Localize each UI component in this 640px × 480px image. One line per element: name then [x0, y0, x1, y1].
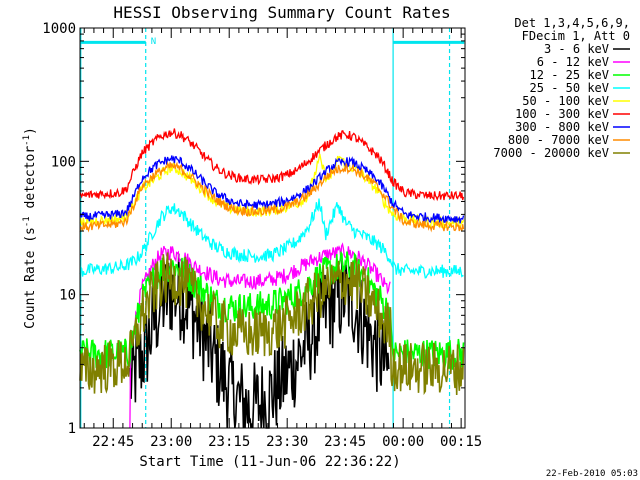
y-axis-label-exponent-2: -1	[22, 135, 32, 146]
legend: Det 1,3,4,5,6,9, FDecim 1, Att 0 3 - 6 k…	[493, 16, 630, 160]
y-tick-label: 10	[59, 288, 76, 304]
y-axis-label-mid: detector	[23, 146, 38, 217]
series-trace	[79, 161, 465, 233]
legend-item: 3 - 6 keV	[544, 42, 630, 56]
y-axis-label-main: Count Rate (s	[23, 227, 38, 329]
x-tick-label: 23:00	[150, 434, 192, 450]
legend-title-line-2: FDecim 1, Att 0	[522, 29, 630, 43]
x-axis-label: Start Time (11-Jun-06 22:36:22)	[139, 454, 400, 470]
legend-item: 6 - 12 keV	[537, 55, 630, 69]
legend-item: 300 - 800 keV	[515, 120, 630, 134]
legend-item: 800 - 7000 keV	[508, 133, 630, 147]
legend-item: 25 - 50 keV	[530, 81, 630, 95]
series-100-to-300keV-line	[79, 128, 465, 202]
legend-item-label: 25 - 50 keV	[530, 81, 609, 95]
y-axis: 1 10 100 1000	[42, 21, 465, 437]
legend-item-label: 12 - 25 keV	[530, 68, 609, 82]
x-tick-label: 23:45	[324, 434, 366, 450]
legend-item-label: 6 - 12 keV	[537, 55, 609, 69]
y-tick-label: 1000	[42, 21, 76, 37]
y-axis-label-end: )	[23, 127, 38, 135]
legend-item-label: 7000 - 20000 keV	[493, 146, 609, 160]
y-axis-label: Count Rate (s-1 detector-1)	[22, 127, 38, 329]
series-25-to-50keV-line	[79, 198, 464, 279]
x-tick-label: 22:45	[92, 434, 134, 450]
series-trace	[79, 155, 465, 224]
legend-item-label: 800 - 7000 keV	[508, 133, 609, 147]
x-axis: 22:45 23:00 23:15 23:30 23:45 00:00 00:15	[83, 28, 482, 450]
series-300-to-800keV-line	[79, 155, 465, 224]
footer-timestamp: 22-Feb-2010 05:03	[546, 469, 638, 479]
x-tick-label: 23:30	[266, 434, 308, 450]
legend-item-label: 50 - 100 keV	[522, 94, 609, 108]
legend-item: 100 - 300 keV	[515, 107, 630, 121]
series-trace	[79, 252, 465, 396]
chart-title: HESSI Observing Summary Count Rates	[113, 3, 450, 22]
series-800-to-7000keV-line	[79, 161, 465, 233]
legend-item: 7000 - 20000 keV	[493, 146, 630, 160]
x-tick-label: 00:00	[382, 434, 424, 450]
legend-item-label: 3 - 6 keV	[544, 42, 609, 56]
series-7000-to-20000keV-line	[79, 252, 465, 396]
plot-area: N	[79, 28, 465, 429]
y-tick-label: 100	[51, 154, 76, 170]
legend-item: 50 - 100 keV	[522, 94, 630, 108]
legend-item-label: 300 - 800 keV	[515, 120, 609, 134]
series-trace	[79, 198, 464, 279]
y-axis-label-exponent-1: -1	[22, 216, 32, 227]
legend-title-line-1: Det 1,3,4,5,6,9,	[514, 16, 630, 30]
x-tick-label: 23:15	[208, 434, 250, 450]
x-tick-label: 00:15	[440, 434, 482, 450]
legend-item-label: 100 - 300 keV	[515, 107, 609, 121]
plot-frame	[79, 27, 466, 429]
series-trace	[79, 128, 465, 202]
legend-item: 12 - 25 keV	[530, 68, 630, 82]
y-tick-label: 1	[68, 421, 76, 437]
flag-label: N	[151, 37, 156, 47]
